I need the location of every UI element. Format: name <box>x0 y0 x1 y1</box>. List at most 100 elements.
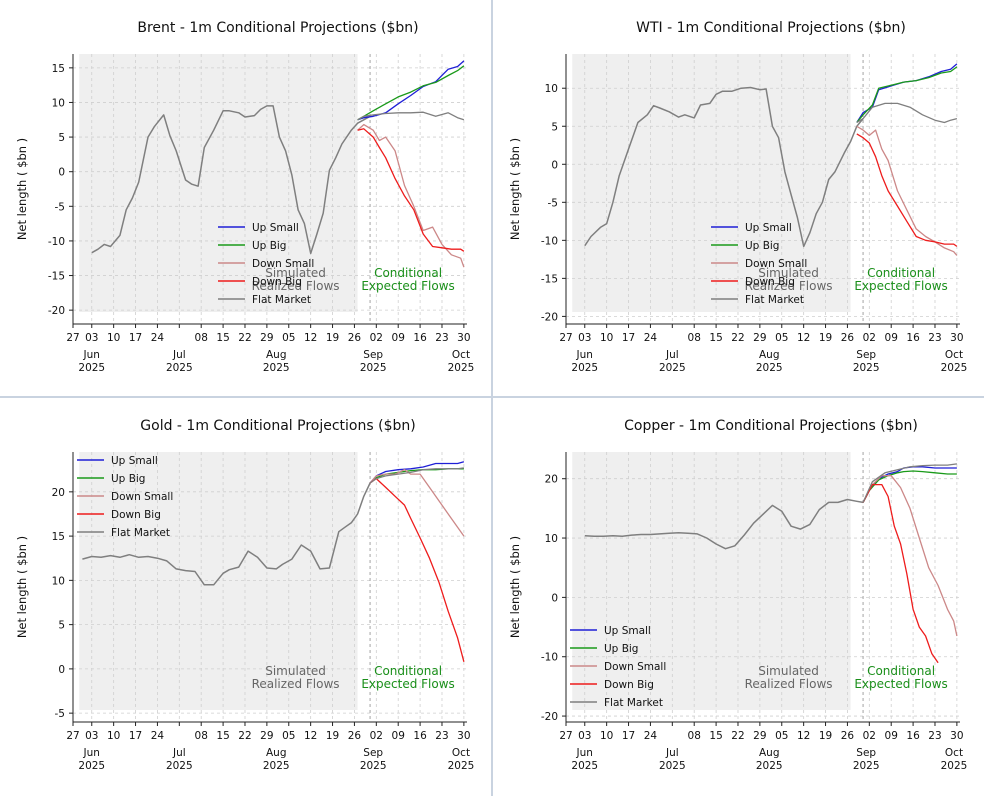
copper-year-label-1: 2025 <box>659 760 686 772</box>
brent-title: Brent - 1m Conditional Projections ($bn) <box>137 20 418 36</box>
wti-xtick-label-13: 26 <box>841 332 855 344</box>
gold-series-up-small <box>369 461 465 484</box>
brent-series-down-big <box>357 128 465 252</box>
wti-ytick-label-0: -20 <box>541 311 558 323</box>
brent-annotation-conditional-1: Conditional <box>374 266 442 280</box>
wti-realized-shade <box>572 54 851 312</box>
copper-month-label-2: Aug <box>759 747 780 759</box>
wti-ytick-label-6: 10 <box>545 83 558 95</box>
copper-year-label-4: 2025 <box>941 760 968 772</box>
chart-svg-brent: Brent - 1m Conditional Projections ($bn)… <box>15 20 474 374</box>
brent-ytick-label-2: -10 <box>48 236 65 248</box>
brent-year-label-3: 2025 <box>360 362 387 374</box>
gold-xtick-label-9: 29 <box>260 730 273 742</box>
gold-legend-label-up-big: Up Big <box>111 473 145 485</box>
brent-legend-label-up-big: Up Big <box>252 240 286 252</box>
copper-xtick-label-2: 10 <box>600 730 613 742</box>
copper-xtick-label-9: 29 <box>753 730 766 742</box>
gold-legend-label-down-small: Down Small <box>111 491 173 503</box>
gold-xtick-label-4: 24 <box>151 730 165 742</box>
gold-xtick-label-0: 27 <box>66 730 79 742</box>
copper-annotation-conditional-1: Conditional <box>867 664 935 678</box>
gold-xtick-label-7: 15 <box>216 730 229 742</box>
copper-xtick-label-14: 02 <box>863 730 876 742</box>
brent-xtick-label-7: 15 <box>216 332 229 344</box>
gold-series-flat-market <box>369 467 464 484</box>
copper-series-up-big <box>862 470 957 503</box>
copper-annotation-simulated-2: Realized Flows <box>745 677 833 691</box>
gold-xtick-label-15: 09 <box>392 730 405 742</box>
gold-history-line <box>82 482 371 586</box>
wti-year-label-4: 2025 <box>941 362 968 374</box>
gold-year-label-2: 2025 <box>263 760 290 772</box>
wti-title: WTI - 1m Conditional Projections ($bn) <box>636 20 906 36</box>
gold-xtick-label-14: 02 <box>370 730 383 742</box>
gold-xtick-label-17: 23 <box>435 730 448 742</box>
copper-ytick-label-3: 10 <box>545 533 558 545</box>
wti-annotation-simulated-1: Simulated <box>758 266 819 280</box>
wti-xtick-label-7: 15 <box>709 332 722 344</box>
brent-xtick-label-14: 02 <box>370 332 383 344</box>
gold-xtick-label-2: 10 <box>107 730 120 742</box>
gold-legend-label-flat-market: Flat Market <box>111 527 170 539</box>
wti-ytick-label-1: -15 <box>541 273 558 285</box>
wti-legend-label-up-big: Up Big <box>745 240 779 252</box>
gold-xtick-label-16: 16 <box>413 730 427 742</box>
wti-series-down-big <box>856 133 958 247</box>
wti-xtick-label-11: 12 <box>797 332 810 344</box>
wti-xtick-label-17: 23 <box>928 332 941 344</box>
copper-month-label-3: Sep <box>856 747 876 759</box>
brent-xtick-label-3: 17 <box>129 332 142 344</box>
wti-annotation-simulated-2: Realized Flows <box>745 279 833 293</box>
wti-xtick-label-2: 10 <box>600 332 613 344</box>
brent-month-label-0: Jun <box>83 349 100 361</box>
copper-history-line <box>584 498 864 550</box>
brent-xtick-label-9: 29 <box>260 332 273 344</box>
gold-series-down-big <box>369 477 465 662</box>
brent-ytick-label-1: -15 <box>48 271 65 283</box>
copper-month-label-0: Jun <box>576 747 593 759</box>
gold-annotation-simulated-2: Realized Flows <box>252 677 340 691</box>
wti-ylabel: Net length ( $bn ) <box>508 138 522 240</box>
wti-history-line <box>584 86 864 248</box>
gold-ytick-label-4: 15 <box>52 531 65 543</box>
gold-month-label-4: Oct <box>452 747 470 759</box>
chart-svg-gold: Gold - 1m Conditional Projections ($bn) -… <box>15 418 474 772</box>
wti-year-label-1: 2025 <box>659 362 686 374</box>
gold-xtick-label-10: 05 <box>282 730 295 742</box>
brent-ytick-label-6: 10 <box>52 97 65 109</box>
wti-month-label-4: Oct <box>945 349 963 361</box>
gold-year-label-1: 2025 <box>166 760 193 772</box>
brent-legend-label-down-big: Down Big <box>252 276 302 288</box>
brent-series-down-small <box>357 123 465 268</box>
copper-month-label-1: Jul <box>665 747 679 759</box>
wti-ytick-label-3: -5 <box>548 197 558 209</box>
copper-xtick-label-15: 09 <box>885 730 898 742</box>
copper-title: Copper - 1m Conditional Projections ($bn… <box>624 418 918 434</box>
horizontal-divider <box>0 396 984 398</box>
brent-annotation-simulated-2: Realized Flows <box>252 279 340 293</box>
chart-panel-gold: Gold - 1m Conditional Projections ($bn) -… <box>0 398 492 796</box>
brent-month-label-3: Sep <box>363 349 383 361</box>
wti-month-label-1: Jul <box>665 349 679 361</box>
gold-ylabel: Net length ( $bn ) <box>15 536 29 638</box>
gold-annotation-simulated-1: Simulated <box>265 664 326 678</box>
gold-month-label-1: Jul <box>172 747 186 759</box>
brent-xtick-label-12: 19 <box>326 332 339 344</box>
copper-ytick-label-1: -10 <box>541 652 558 664</box>
wti-xtick-label-6: 08 <box>688 332 701 344</box>
vertical-divider <box>491 0 493 796</box>
brent-history-line <box>91 105 371 255</box>
wti-legend-label-down-big: Down Big <box>745 276 795 288</box>
gold-month-label-0: Jun <box>83 747 100 759</box>
brent-ytick-label-0: -20 <box>48 305 65 317</box>
copper-legend-label-up-big: Up Big <box>604 643 638 655</box>
gold-ytick-label-1: 0 <box>58 664 65 676</box>
wti-xtick-label-8: 22 <box>731 332 744 344</box>
brent-xtick-label-2: 10 <box>107 332 120 344</box>
copper-legend-label-up-small: Up Small <box>604 625 651 637</box>
wti-series-flat-market <box>856 102 958 124</box>
brent-month-label-1: Jul <box>172 349 186 361</box>
copper-xtick-label-18: 30 <box>950 730 963 742</box>
gold-month-label-2: Aug <box>266 747 287 759</box>
